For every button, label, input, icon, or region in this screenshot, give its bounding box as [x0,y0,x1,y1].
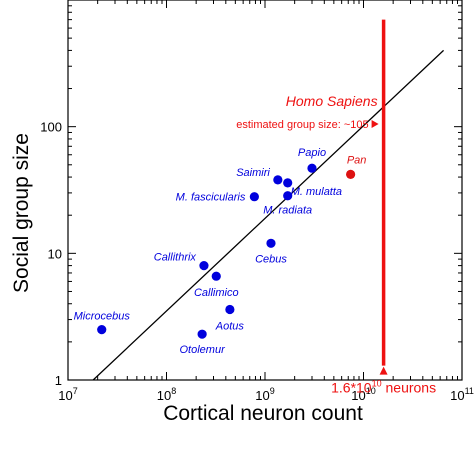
homo-sapiens-annotation: Homo Sapiens estimated group size: ~105 1.… [236,19,436,396]
point-label: Papio [298,147,326,159]
data-point [197,329,207,339]
point-label: Callithrix [154,252,197,264]
data-point [307,163,317,173]
data-point [199,261,209,271]
data-point [249,192,259,202]
y-tick-label: 100 [40,120,62,135]
data-point [97,324,107,335]
y-tick-label: 1 [55,373,62,388]
point-label: Saimiri [236,167,270,179]
homo-sapiens-label: Homo Sapiens [286,93,378,109]
point-label: Pan [347,154,367,166]
data-points [97,163,356,339]
x-tick-label: 1011 [450,386,474,403]
x-tick-label: 108 [157,386,176,403]
data-point [346,169,356,179]
point-label: M. radiata [263,205,312,217]
x-axis-title: Cortical neuron count [163,402,363,425]
data-point [225,304,235,315]
point-label: Aotus [215,321,245,333]
point-label: M. mulatta [291,186,342,198]
x-tick-label: 107 [58,386,77,403]
y-axis-title: Social group size [10,133,33,293]
data-point [283,178,293,188]
species-labels: Microcebus Otolemur Aotus Callimico Callithr… [74,147,367,356]
data-point [266,238,276,248]
plot-axes [67,0,463,381]
neuron-count-arrow [379,366,388,375]
group-size-arrow [371,119,379,128]
point-label: Callimico [194,287,239,299]
data-point [211,271,221,281]
plot-frame [67,0,463,381]
point-label: Microcebus [74,311,131,323]
data-point [283,191,293,201]
neuron-count-label: 1.6*1010 neurons [331,379,436,396]
point-label: M. fascicularis [176,192,246,204]
y-tick-label: 10 [48,246,62,261]
x-tick-label: 1010 [351,386,375,403]
point-label: Otolemur [180,344,227,356]
group-size-label: estimated group size: ~105 [236,119,368,131]
axis-ticks: 107 108 109 1010 1011 1 10 100 [40,0,474,403]
point-label: Cebus [255,253,287,265]
data-point [273,175,283,185]
x-tick-label: 109 [255,386,274,403]
